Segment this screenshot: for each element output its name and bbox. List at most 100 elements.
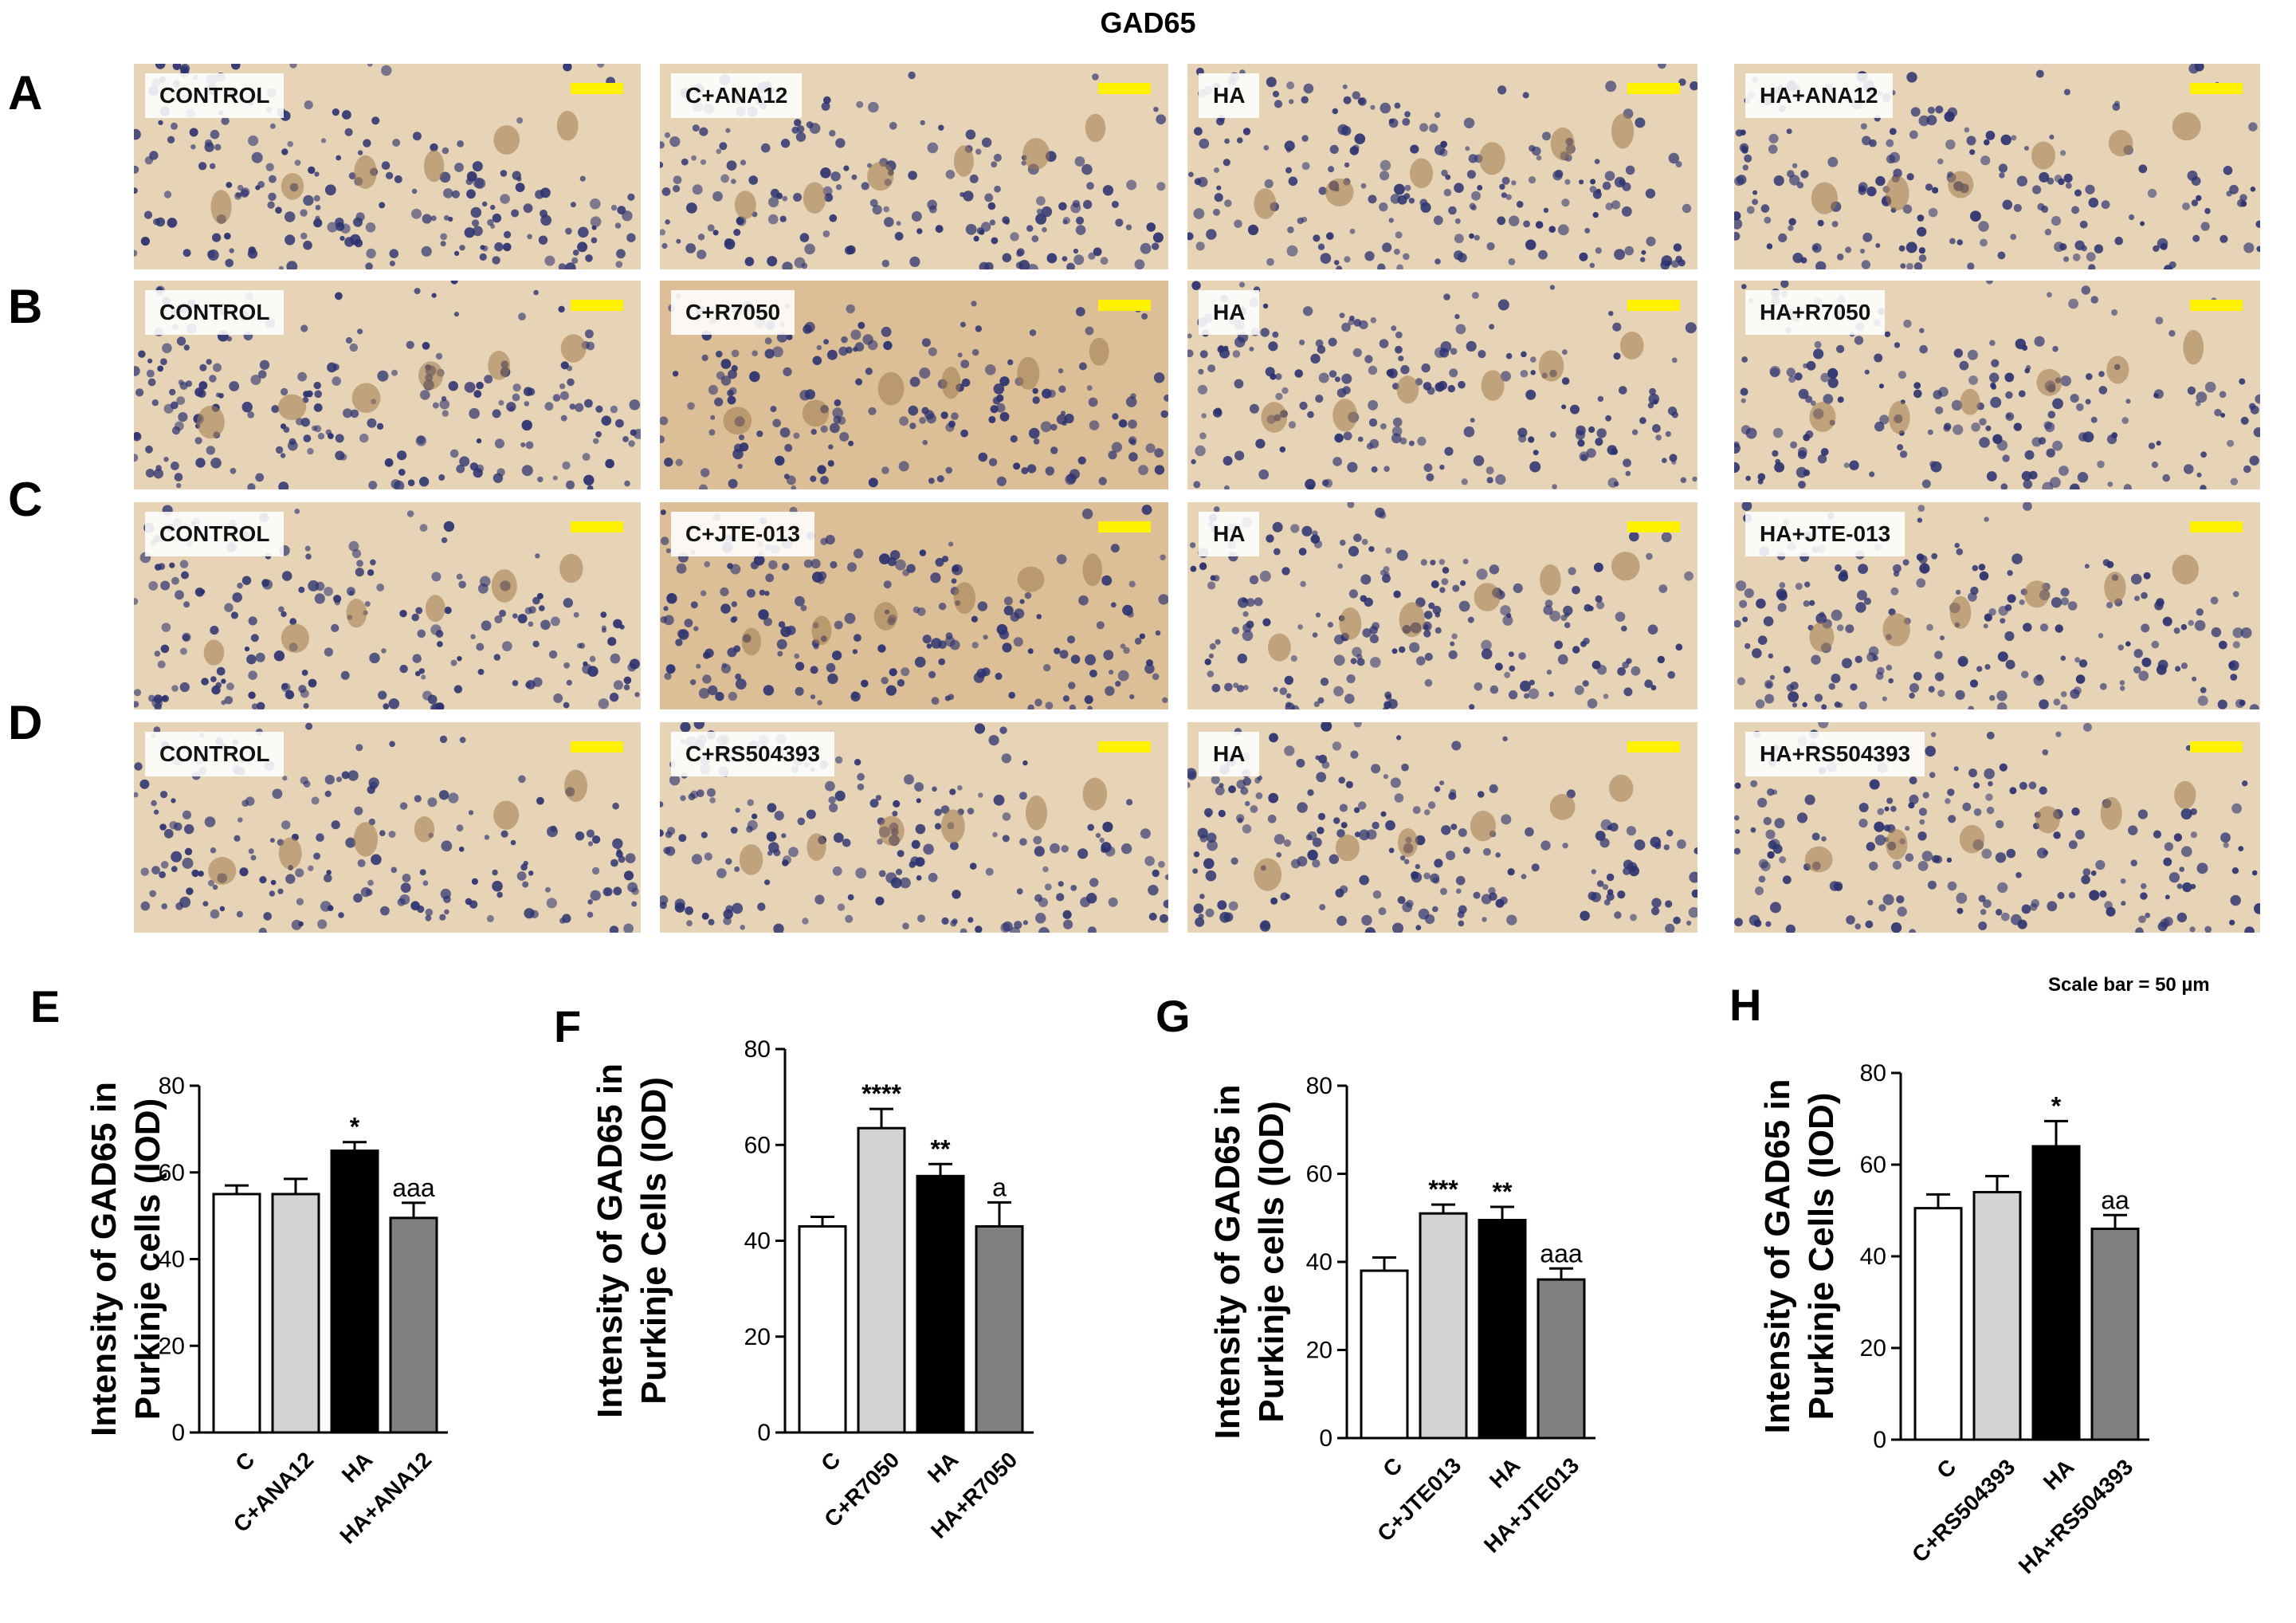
scale-bar — [2190, 300, 2243, 311]
y-tick-label: 80 — [1306, 1073, 1332, 1099]
y-tick-label: 0 — [757, 1420, 771, 1446]
tissue-texture — [1187, 281, 1697, 489]
tissue-texture — [1187, 502, 1697, 709]
significance-label: * — [2051, 1091, 2062, 1120]
micrograph-panel: CONTROL — [134, 64, 641, 269]
panel-label: HA+ANA12 — [1745, 73, 1893, 118]
scale-bar — [2190, 521, 2243, 532]
y-tick-label: 60 — [1306, 1161, 1332, 1188]
bar — [798, 1224, 847, 1434]
scale-bar — [1098, 521, 1151, 532]
significance-label: *** — [1428, 1175, 1458, 1204]
y-tick-label: 80 — [1860, 1060, 1886, 1087]
micrograph-panel: C+R7050 — [660, 281, 1168, 489]
panel-label: C+ANA12 — [671, 73, 803, 118]
micrograph-panel: HA+RS504393 — [1734, 722, 2260, 933]
y-axis-label: Purkinje Cells (IOD) — [634, 1077, 673, 1405]
panel-label: HA — [1199, 73, 1260, 118]
scale-bar — [1627, 521, 1680, 532]
row-letter: B — [8, 280, 43, 333]
significance-label: * — [350, 1113, 360, 1142]
y-axis-label: Intensity of GAD65 in — [1208, 1085, 1247, 1440]
bar — [2031, 1145, 2081, 1441]
significance-label: aaa — [1540, 1239, 1583, 1267]
micrograph-panel: HA — [1187, 64, 1697, 269]
bar — [1913, 1207, 1963, 1441]
y-tick-label: 0 — [1319, 1425, 1332, 1452]
y-axis-label: Intensity of GAD65 in — [1758, 1079, 1797, 1434]
y-axis-label: Purkinje Cells (IOD) — [1802, 1093, 1841, 1421]
scale-note: Scale bar = 50 µm — [2048, 974, 2210, 996]
significance-label: aa — [2101, 1185, 2129, 1214]
bar — [2090, 1228, 2140, 1441]
panel-label: HA — [1199, 512, 1260, 556]
y-tick-label: 40 — [744, 1228, 771, 1255]
scale-bar — [571, 300, 623, 311]
panel-label: HA+R7050 — [1745, 290, 1886, 335]
micrograph-panel: CONTROL — [134, 722, 641, 933]
y-tick-label: 0 — [171, 1420, 185, 1446]
significance-label: ** — [931, 1134, 951, 1163]
y-axis-label: Intensity of GAD65 in — [84, 1082, 124, 1436]
category-label: C+RS504393 — [1907, 1454, 2019, 1566]
panel-label: HA+RS504393 — [1745, 732, 1925, 776]
bar — [271, 1193, 320, 1434]
y-axis-label: Purkinje cells (IOD) — [1252, 1101, 1291, 1422]
scale-bar — [1098, 741, 1151, 753]
micrograph-panel: HA+R7050 — [1734, 281, 2260, 489]
scale-bar — [1098, 300, 1151, 311]
micrograph-panel: HA — [1187, 502, 1697, 709]
category-label: HA — [2039, 1454, 2079, 1495]
panel-label: CONTROL — [145, 73, 285, 118]
chart-letter: H — [1729, 980, 1762, 1030]
micrograph-panel: HA+ANA12 — [1734, 64, 2260, 269]
y-tick-label: 80 — [744, 1036, 771, 1063]
significance-label: ** — [1493, 1177, 1513, 1206]
y-tick-label: 60 — [1860, 1152, 1886, 1178]
y-tick-label: 20 — [1306, 1338, 1332, 1364]
chart-letter: G — [1156, 991, 1191, 1041]
tissue-texture — [1187, 722, 1697, 933]
y-tick-label: 20 — [744, 1324, 771, 1350]
bar — [857, 1126, 906, 1434]
scale-bar — [1627, 83, 1680, 94]
micrograph-panel: CONTROL — [134, 281, 641, 489]
panel-label: HA — [1199, 290, 1260, 335]
y-tick-label: 40 — [1860, 1244, 1886, 1270]
bar — [330, 1149, 379, 1434]
tissue-texture — [134, 281, 641, 489]
scale-bar — [1098, 83, 1151, 94]
panel-label: CONTROL — [145, 512, 285, 556]
micrograph-panel: HA — [1187, 722, 1697, 933]
micrograph-panel: HA — [1187, 281, 1697, 489]
micrograph-panel: C+ANA12 — [660, 64, 1168, 269]
micrograph-panel: C+JTE-013 — [660, 502, 1168, 709]
panel-label: C+JTE-013 — [671, 512, 814, 556]
tissue-texture — [134, 502, 641, 709]
micrograph-panel: CONTROL — [134, 502, 641, 709]
row-letter: D — [8, 696, 43, 749]
scale-bar — [1627, 741, 1680, 753]
y-tick-label: 60 — [159, 1160, 185, 1186]
row-letter: A — [8, 66, 43, 120]
scale-bar — [571, 83, 623, 94]
bar — [1478, 1219, 1527, 1440]
significance-label: aaa — [392, 1173, 435, 1202]
y-tick-label: 20 — [159, 1333, 185, 1359]
significance-label: a — [992, 1173, 1007, 1201]
category-label: C — [1932, 1454, 1960, 1483]
y-tick-label: 40 — [1306, 1249, 1332, 1275]
y-tick-label: 20 — [1860, 1335, 1886, 1362]
bar — [1537, 1278, 1586, 1440]
scale-bar — [571, 741, 623, 753]
chart-letter: E — [30, 981, 61, 1032]
y-axis-label: Purkinje cells (IOD) — [128, 1098, 167, 1420]
panel-label: C+RS504393 — [671, 732, 834, 776]
y-axis-label: Intensity of GAD65 in — [591, 1063, 630, 1418]
panel-label: CONTROL — [145, 732, 285, 776]
chart-letter: F — [554, 1001, 582, 1051]
